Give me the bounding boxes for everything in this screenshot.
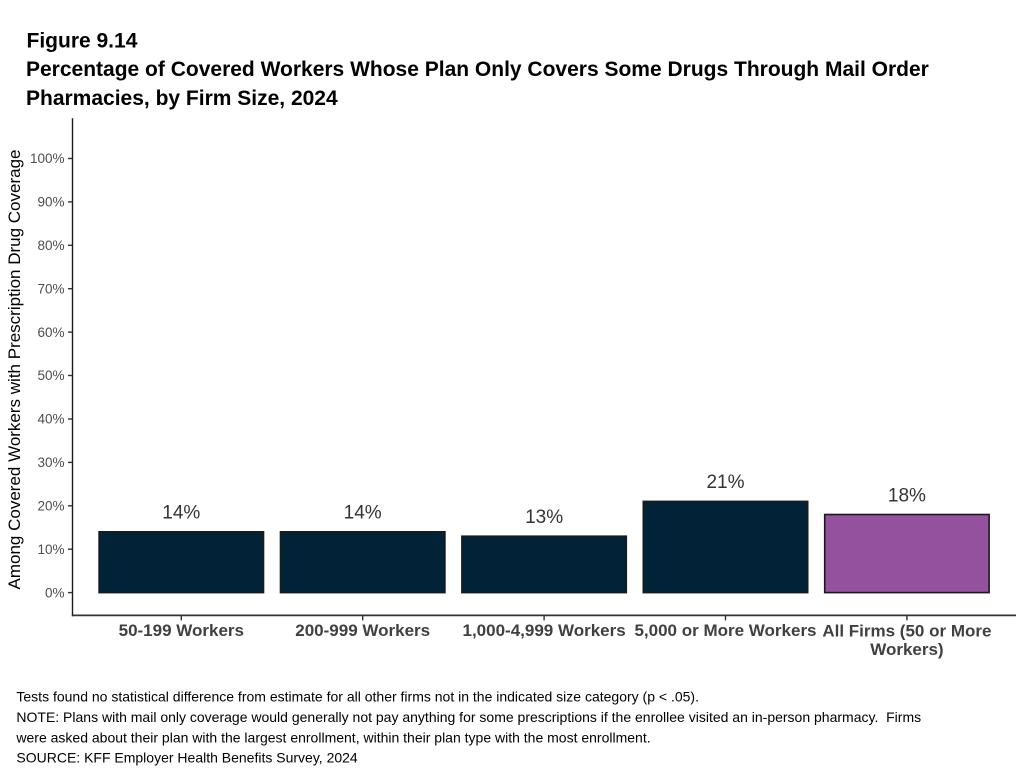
svg-text:40%: 40% — [37, 412, 64, 427]
svg-text:60%: 60% — [37, 325, 64, 340]
svg-text:All Firms (50 or More: All Firms (50 or More — [822, 622, 991, 641]
svg-text:NOTE: Plans with mail only cov: NOTE: Plans with mail only coverage woul… — [16, 709, 921, 725]
svg-text:14%: 14% — [344, 503, 382, 524]
svg-text:Among Covered Workers with Pre: Among Covered Workers with Prescription … — [5, 150, 24, 590]
svg-text:70%: 70% — [37, 281, 64, 296]
svg-text:Tests found no statistical dif: Tests found no statistical difference fr… — [16, 688, 699, 704]
svg-text:50-199 Workers: 50-199 Workers — [119, 621, 244, 640]
svg-text:200-999 Workers: 200-999 Workers — [295, 621, 430, 640]
svg-text:Pharmacies, by Firm Size, 2024: Pharmacies, by Firm Size, 2024 — [26, 87, 338, 110]
svg-text:SOURCE: KFF Employer Health Be: SOURCE: KFF Employer Health Benefits Sur… — [16, 749, 358, 765]
svg-text:50%: 50% — [37, 368, 64, 383]
svg-text:14%: 14% — [162, 503, 200, 524]
svg-text:21%: 21% — [706, 472, 744, 493]
svg-text:0%: 0% — [45, 585, 65, 600]
svg-text:1,000-4,999 Workers: 1,000-4,999 Workers — [463, 621, 626, 640]
svg-text:Percentage of Covered Workers: Percentage of Covered Workers Whose Plan… — [26, 58, 929, 81]
svg-text:were asked about their plan wi: were asked about their plan with the lar… — [15, 729, 650, 745]
svg-text:90%: 90% — [37, 195, 64, 210]
svg-text:80%: 80% — [37, 238, 64, 253]
svg-text:10%: 10% — [37, 542, 64, 557]
svg-text:18%: 18% — [888, 485, 926, 506]
svg-text:13%: 13% — [525, 507, 563, 528]
svg-text:Figure 9.14: Figure 9.14 — [27, 30, 138, 53]
svg-text:30%: 30% — [37, 455, 64, 470]
svg-text:20%: 20% — [37, 499, 64, 514]
svg-text:100%: 100% — [30, 151, 65, 166]
svg-text:5,000 or More Workers: 5,000 or More Workers — [634, 621, 816, 640]
svg-text:Workers): Workers) — [870, 640, 943, 659]
